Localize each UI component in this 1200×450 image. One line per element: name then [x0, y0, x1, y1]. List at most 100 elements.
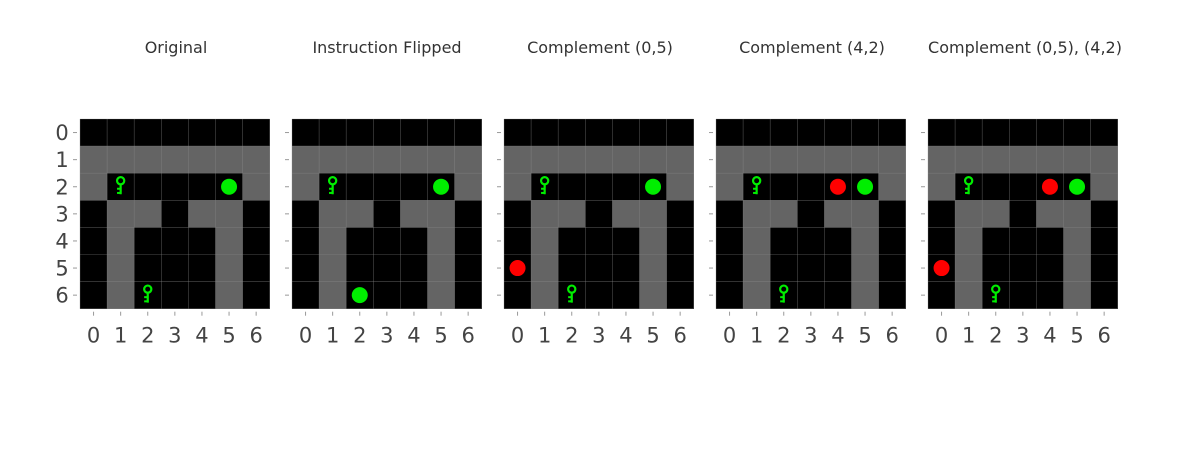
- red-goal-marker: [829, 178, 846, 195]
- wall-cell: [161, 227, 189, 255]
- floor-cell: [743, 200, 771, 228]
- floor-cell: [982, 200, 1010, 228]
- wall-cell: [242, 227, 270, 255]
- wall-cell: [1009, 227, 1037, 255]
- y-tick-label: 1: [55, 148, 68, 172]
- floor-cell: [1090, 173, 1118, 201]
- wall-cell: [585, 200, 613, 228]
- x-tick-label: 5: [222, 324, 235, 348]
- wall-cell: [242, 281, 270, 309]
- wall-cell: [928, 281, 956, 309]
- wall-cell: [1090, 281, 1118, 309]
- wall-cell: [878, 200, 906, 228]
- x-tick-label: 0: [723, 324, 736, 348]
- grid-cells: [80, 119, 270, 309]
- floor-cell: [824, 146, 852, 174]
- x-tick-label: 6: [885, 324, 898, 348]
- floor-cell: [504, 173, 532, 201]
- panel-5: Complement (0,5), (4,2) 0 1 2 3 4 5 6: [921, 38, 1122, 348]
- floor-cell: [558, 146, 586, 174]
- wall-cell: [666, 200, 694, 228]
- floor-cell: [242, 146, 270, 174]
- grid-cells: [292, 119, 482, 309]
- floor-cell: [134, 200, 162, 228]
- floor-cell: [797, 146, 825, 174]
- x-tick-label: 1: [538, 324, 551, 348]
- wall-cell: [797, 200, 825, 228]
- x-tick-label: 0: [935, 324, 948, 348]
- x-tick-label: 2: [989, 324, 1002, 348]
- floor-cell: [215, 200, 243, 228]
- wall-cell: [716, 119, 744, 147]
- floor-cell: [400, 200, 428, 228]
- wall-cell: [639, 119, 667, 147]
- floor-cell: [215, 146, 243, 174]
- x-tick-label: 1: [326, 324, 339, 348]
- wall-cell: [585, 254, 613, 282]
- floor-cell: [107, 200, 135, 228]
- floor-cell: [1063, 200, 1091, 228]
- floor-cell: [851, 200, 879, 228]
- floor-cell: [639, 200, 667, 228]
- floor-cell: [80, 146, 108, 174]
- x-tick-label: 3: [168, 324, 181, 348]
- wall-cell: [400, 254, 428, 282]
- floor-cell: [955, 281, 983, 309]
- key-icon: [567, 284, 577, 303]
- wall-cell: [585, 173, 613, 201]
- wall-cell: [716, 227, 744, 255]
- wall-cell: [346, 254, 374, 282]
- floor-cell: [851, 227, 879, 255]
- wall-cell: [1090, 119, 1118, 147]
- floor-cell: [558, 200, 586, 228]
- grid-lines: [291, 118, 483, 310]
- floor-cell: [107, 281, 135, 309]
- x-tick-label: 4: [195, 324, 208, 348]
- wall-cell: [373, 281, 401, 309]
- wall-cell: [454, 227, 482, 255]
- floor-cell: [107, 146, 135, 174]
- x-tick-label: 6: [1097, 324, 1110, 348]
- floor-cell: [373, 146, 401, 174]
- floor-cell: [215, 254, 243, 282]
- floor-cell: [639, 281, 667, 309]
- wall-cell: [585, 281, 613, 309]
- floor-cell: [427, 227, 455, 255]
- wall-cell: [1090, 254, 1118, 282]
- wall-cell: [824, 281, 852, 309]
- wall-cell: [215, 119, 243, 147]
- wall-cell: [1036, 119, 1064, 147]
- wall-cell: [878, 119, 906, 147]
- wall-cell: [1036, 227, 1064, 255]
- floor-cell: [743, 254, 771, 282]
- wall-cell: [242, 119, 270, 147]
- wall-cell: [743, 119, 771, 147]
- floor-cell: [1009, 146, 1037, 174]
- floor-cell: [770, 200, 798, 228]
- floor-cell: [531, 146, 559, 174]
- wall-cell: [770, 227, 798, 255]
- grid-lines: [503, 118, 695, 310]
- wall-cell: [373, 254, 401, 282]
- red-goal-marker: [509, 260, 526, 277]
- floor-cell: [346, 146, 374, 174]
- x-tick-label: 3: [804, 324, 817, 348]
- wall-cell: [1009, 200, 1037, 228]
- floor-cell: [743, 281, 771, 309]
- wall-cell: [770, 119, 798, 147]
- floor-cell: [319, 227, 347, 255]
- floor-cell: [851, 281, 879, 309]
- wall-cell: [504, 200, 532, 228]
- wall-cell: [292, 227, 320, 255]
- wall-cell: [797, 173, 825, 201]
- wall-cell: [242, 254, 270, 282]
- panel-title: Complement (0,5), (4,2): [928, 38, 1122, 57]
- x-tick-label: 3: [1016, 324, 1029, 348]
- floor-cell: [292, 173, 320, 201]
- green-goal-marker: [645, 178, 662, 195]
- wall-cell: [454, 119, 482, 147]
- wall-cell: [188, 173, 216, 201]
- floor-cell: [427, 200, 455, 228]
